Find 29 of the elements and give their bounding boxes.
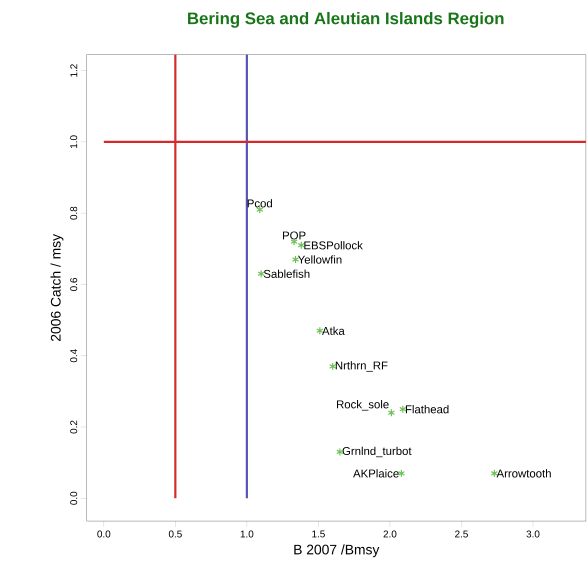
series-label: Atka [322, 326, 345, 336]
x-axis-title: B 2007 /Bmsy [294, 544, 380, 558]
series-label: Yellowfin [298, 256, 342, 264]
y-tick-label: 0.8 [70, 206, 78, 220]
series-label: EBSPollock [304, 241, 363, 250]
series-label: POP [283, 232, 306, 240]
y-axis-title: 2006 Catch / msy [50, 234, 64, 342]
x-tick-label: 1.5 [312, 530, 325, 538]
series-label: Grnlnd_turbot [342, 446, 412, 458]
x-tick-label: 2.0 [384, 530, 396, 538]
y-tick-label: 0.6 [70, 278, 78, 292]
series-label: Arrowtooth [496, 469, 551, 478]
y-tick-label: 0.4 [70, 349, 78, 362]
series-label: Sablefish [264, 270, 310, 278]
series-label: AKPlaice [353, 469, 399, 478]
x-tick-label: 0.0 [97, 530, 110, 538]
x-tick-label: 1.0 [240, 530, 254, 538]
series-label: Nrthrn_RF [336, 361, 388, 372]
y-tick-label: 1.2 [70, 64, 78, 77]
x-tick-label: 2.5 [455, 530, 468, 538]
y-tick-label: 0.0 [70, 492, 78, 505]
y-tick-label: 1.0 [70, 136, 78, 148]
y-tick-label: 0.2 [70, 420, 78, 434]
chart-title: Bering Sea and Aleutian Islands Region [188, 12, 504, 28]
series-label: Rock_sole [337, 400, 389, 411]
point [388, 408, 395, 417]
x-tick-label: 0.5 [168, 530, 182, 538]
series-label: Flathead [406, 405, 448, 414]
x-tick-label: 3.0 [526, 530, 540, 538]
